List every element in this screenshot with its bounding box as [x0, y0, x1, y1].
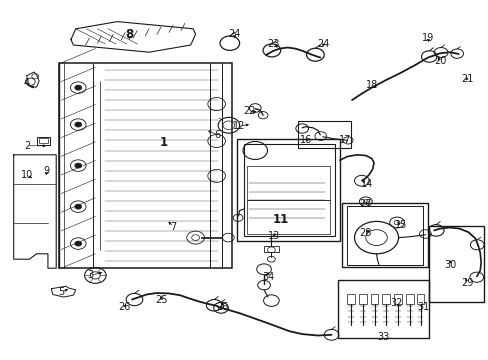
Bar — [342, 203, 427, 267]
Bar — [346, 206, 422, 265]
Text: 32: 32 — [389, 298, 402, 308]
Bar — [405, 294, 413, 304]
Text: 15: 15 — [394, 220, 407, 230]
Text: 3: 3 — [87, 270, 93, 280]
Bar — [264, 246, 278, 252]
Bar — [37, 137, 50, 145]
Text: 10: 10 — [20, 170, 33, 180]
Bar — [416, 294, 424, 304]
Bar — [428, 226, 483, 302]
Text: 4: 4 — [24, 78, 30, 88]
Text: 29: 29 — [460, 278, 472, 288]
Bar — [237, 139, 339, 241]
Bar — [298, 121, 350, 148]
Bar — [393, 294, 401, 304]
Text: 21: 21 — [460, 74, 472, 84]
Text: 28: 28 — [359, 228, 371, 238]
Text: 19: 19 — [421, 33, 433, 43]
Text: 34: 34 — [261, 272, 274, 282]
Bar — [29, 162, 49, 182]
Text: 25: 25 — [155, 294, 167, 305]
Text: 14: 14 — [360, 179, 372, 189]
Text: 30: 30 — [444, 260, 456, 270]
Text: 27: 27 — [359, 199, 371, 210]
Bar — [359, 294, 366, 304]
Text: 7: 7 — [170, 222, 176, 232]
Text: 9: 9 — [43, 166, 49, 176]
Text: 16: 16 — [299, 135, 311, 145]
Circle shape — [75, 85, 81, 90]
Circle shape — [75, 241, 81, 246]
Bar — [346, 294, 354, 304]
Bar — [244, 144, 334, 236]
Bar — [20, 168, 28, 179]
Text: 26: 26 — [216, 302, 228, 312]
Text: 2: 2 — [24, 141, 30, 151]
Text: 1: 1 — [160, 136, 167, 149]
Bar — [338, 280, 428, 338]
Text: 22: 22 — [243, 106, 255, 116]
Text: 13: 13 — [267, 231, 280, 241]
Polygon shape — [71, 22, 195, 52]
Circle shape — [75, 204, 81, 209]
Text: 18: 18 — [365, 80, 377, 90]
Bar — [21, 178, 26, 181]
Bar — [370, 294, 378, 304]
Bar — [382, 294, 389, 304]
Text: 24: 24 — [228, 29, 241, 39]
Bar — [246, 200, 329, 234]
Circle shape — [75, 163, 81, 168]
Polygon shape — [51, 286, 76, 297]
Bar — [59, 63, 232, 268]
Polygon shape — [14, 155, 56, 268]
Text: 8: 8 — [125, 28, 133, 41]
Bar — [246, 166, 329, 200]
Text: 26: 26 — [118, 302, 131, 312]
Text: 12: 12 — [233, 121, 245, 131]
Bar — [39, 138, 48, 143]
Circle shape — [75, 122, 81, 127]
Text: 20: 20 — [433, 56, 446, 66]
Text: 11: 11 — [272, 213, 289, 226]
Text: 24: 24 — [317, 39, 329, 49]
Text: 31: 31 — [416, 302, 428, 312]
Text: 23: 23 — [267, 39, 280, 49]
Text: 33: 33 — [377, 332, 389, 342]
Text: 17: 17 — [338, 135, 350, 145]
Text: 6: 6 — [214, 130, 220, 140]
Text: 5: 5 — [58, 287, 64, 297]
